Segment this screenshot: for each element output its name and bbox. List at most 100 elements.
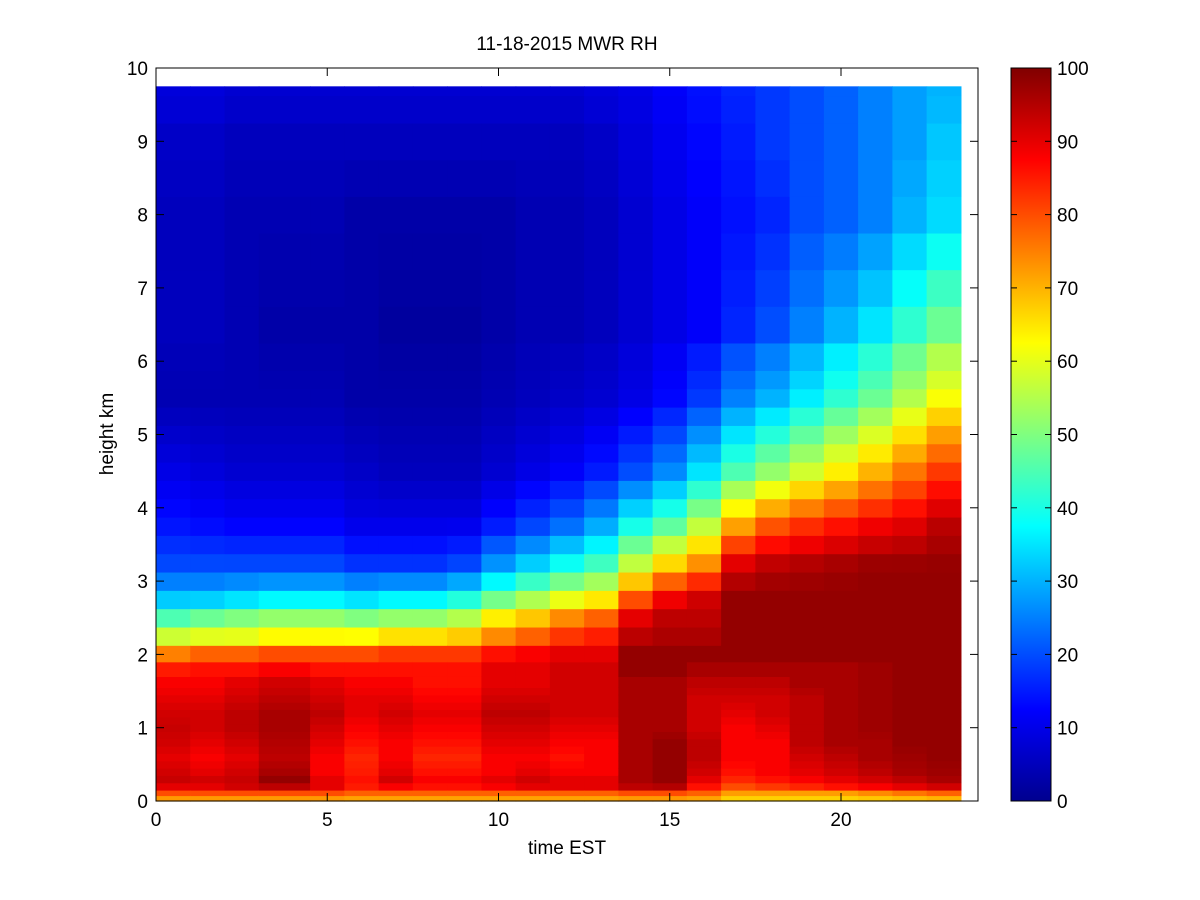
heatmap-cell	[156, 535, 191, 555]
heatmap-cell	[618, 342, 654, 371]
y-tick-label: 3	[137, 572, 148, 593]
heatmap-cell	[224, 443, 260, 463]
heatmap-cell	[618, 790, 654, 797]
heatmap-cell	[156, 790, 191, 797]
heatmap-cell	[584, 388, 619, 408]
heatmap-cell	[892, 661, 928, 677]
heatmap-cell	[892, 571, 928, 591]
heatmap-cell	[258, 702, 311, 710]
heatmap-cell	[858, 782, 893, 791]
heatmap-cell	[789, 159, 825, 197]
heatmap-cell	[926, 461, 962, 481]
heatmap-cell	[823, 159, 859, 197]
heatmap-cell	[190, 407, 226, 426]
heatmap-cell	[789, 461, 825, 481]
heatmap-cell	[789, 498, 825, 518]
heatmap-cell	[789, 232, 825, 271]
heatmap-cell	[584, 626, 619, 646]
heatmap-cell	[755, 724, 791, 732]
heatmap-cell	[823, 122, 859, 161]
heatmap-cell	[721, 498, 756, 518]
heatmap-cell	[789, 608, 825, 628]
heatmap-cell	[789, 370, 825, 390]
heatmap-cell	[447, 645, 482, 663]
heatmap-cell	[618, 645, 654, 663]
heatmap-cell	[858, 694, 893, 703]
heatmap-cell	[481, 590, 517, 610]
heatmap-cell	[721, 461, 756, 481]
heatmap-cell	[412, 608, 448, 628]
heatmap-cell	[412, 661, 448, 677]
heatmap-cell	[652, 694, 688, 703]
heatmap-cell	[224, 571, 260, 591]
heatmap-cell	[755, 590, 791, 610]
heatmap-cell	[412, 687, 448, 696]
heatmap-cell	[652, 724, 688, 732]
heatmap-cell	[926, 95, 962, 124]
heatmap-cell	[224, 553, 260, 573]
heatmap-cell	[156, 626, 191, 646]
heatmap-cell	[378, 661, 414, 677]
heatmap-cell	[344, 626, 380, 646]
heatmap-cell	[823, 407, 859, 426]
heatmap-cell	[224, 790, 260, 797]
y-tick-label: 4	[137, 499, 148, 520]
heatmap-cell	[549, 687, 585, 696]
heatmap-cell	[258, 342, 311, 371]
heatmap-cell	[549, 571, 585, 591]
heatmap-cell	[584, 782, 619, 791]
heatmap-cell	[447, 746, 482, 754]
heatmap-cell	[858, 370, 893, 390]
heatmap-cell	[378, 232, 414, 271]
heatmap-cell	[344, 608, 380, 628]
heatmap-cell	[515, 388, 551, 408]
heatmap-cell	[858, 95, 893, 124]
heatmap-cell	[190, 232, 226, 271]
heatmap-cell	[344, 775, 380, 784]
heatmap-cell	[926, 645, 962, 663]
heatmap-cell	[190, 95, 226, 124]
colorbar-tick-label: 80	[1057, 206, 1078, 227]
heatmap-cell	[310, 232, 345, 271]
heatmap-cell	[618, 122, 654, 161]
heatmap-cell	[789, 676, 825, 688]
heatmap-cell	[515, 731, 551, 740]
heatmap-cell	[618, 571, 654, 591]
heatmap-cell	[515, 196, 551, 234]
heatmap-cell	[652, 443, 688, 463]
heatmap-cell	[584, 687, 619, 696]
heatmap-cell	[481, 702, 517, 710]
heatmap-cell	[481, 498, 517, 518]
heatmap-cell	[224, 86, 260, 97]
heatmap-cell	[447, 516, 482, 536]
heatmap-cell	[584, 753, 619, 762]
heatmap-cell	[258, 535, 311, 555]
heatmap-cell	[926, 407, 962, 426]
heatmap-cell	[584, 159, 619, 197]
heatmap-cell	[344, 159, 380, 197]
heatmap-cell	[823, 571, 859, 591]
heatmap-cell	[618, 676, 654, 688]
heatmap-cell	[412, 676, 448, 688]
heatmap-cell	[190, 731, 226, 740]
heatmap-cell	[789, 480, 825, 500]
heatmap-cell	[892, 753, 928, 762]
heatmap-cell	[652, 196, 688, 234]
heatmap-cell	[378, 694, 414, 703]
heatmap-cell	[892, 425, 928, 445]
heatmap-cell	[447, 122, 482, 161]
heatmap-cell	[755, 645, 791, 663]
heatmap-cell	[618, 86, 654, 97]
heatmap-cell	[549, 795, 585, 802]
heatmap-cell	[258, 196, 311, 234]
heatmap-cell	[515, 760, 551, 769]
heatmap-cell	[310, 516, 345, 536]
heatmap-cell	[755, 702, 791, 710]
heatmap-cell	[584, 790, 619, 797]
heatmap-cell	[258, 753, 311, 762]
heatmap-cell	[344, 768, 380, 776]
heatmap-cell	[447, 553, 482, 573]
heatmap-cell	[892, 694, 928, 703]
heatmap-cell	[190, 676, 226, 688]
heatmap-cell	[258, 407, 311, 426]
